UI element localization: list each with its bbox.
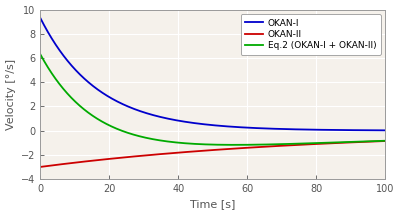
- Line: OKAN-I: OKAN-I: [40, 18, 385, 130]
- OKAN-I: [38, 17, 43, 19]
- Line: Eq.2 (OKAN-I + OKAN-II): Eq.2 (OKAN-I + OKAN-II): [40, 54, 385, 145]
- Legend: OKAN-I, OKAN-II, Eq.2 (OKAN-I + OKAN-II): OKAN-I, OKAN-II, Eq.2 (OKAN-I + OKAN-II): [240, 14, 381, 55]
- OKAN-II: [206, 149, 210, 152]
- OKAN-I: [373, 129, 378, 132]
- Eq.2 (OKAN-I + OKAN-II): [196, 143, 201, 145]
- OKAN-I: [310, 128, 314, 131]
- OKAN-II: [310, 143, 314, 146]
- OKAN-II: [38, 166, 43, 168]
- Eq.2 (OKAN-I + OKAN-II): [38, 53, 43, 56]
- OKAN-I: [196, 122, 201, 125]
- OKAN-I: [373, 129, 378, 132]
- OKAN-II: [383, 140, 388, 142]
- Eq.2 (OKAN-I + OKAN-II): [373, 140, 378, 142]
- X-axis label: Time [s]: Time [s]: [190, 200, 236, 209]
- OKAN-I: [383, 129, 388, 132]
- Eq.2 (OKAN-I + OKAN-II): [310, 142, 314, 144]
- Eq.2 (OKAN-I + OKAN-II): [56, 81, 60, 83]
- Eq.2 (OKAN-I + OKAN-II): [206, 143, 210, 146]
- OKAN-I: [56, 47, 60, 49]
- Line: OKAN-II: OKAN-II: [40, 141, 385, 167]
- Y-axis label: Velocity [°/s]: Velocity [°/s]: [6, 59, 16, 130]
- Eq.2 (OKAN-I + OKAN-II): [373, 140, 378, 142]
- OKAN-II: [373, 140, 378, 143]
- OKAN-II: [56, 163, 60, 166]
- Eq.2 (OKAN-I + OKAN-II): [232, 144, 237, 146]
- OKAN-II: [373, 140, 378, 143]
- OKAN-II: [196, 150, 201, 152]
- Eq.2 (OKAN-I + OKAN-II): [383, 140, 388, 142]
- OKAN-I: [206, 123, 210, 126]
